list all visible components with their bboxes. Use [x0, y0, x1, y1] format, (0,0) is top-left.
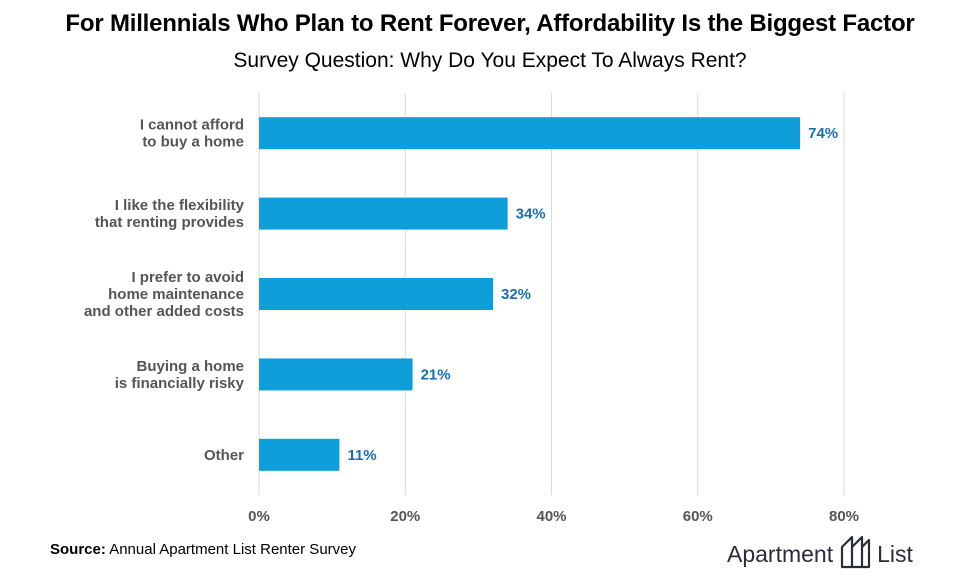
- data-label: 11%: [347, 447, 376, 464]
- bar: [259, 117, 801, 150]
- category-label: and other added costs: [84, 303, 244, 320]
- category-label: that renting provides: [95, 214, 244, 231]
- source-label: Source:: [50, 541, 106, 558]
- data-label: 74%: [808, 125, 838, 142]
- data-label: 21%: [421, 366, 451, 383]
- category-label: is financially risky: [115, 375, 245, 392]
- data-label: 32%: [501, 286, 531, 303]
- logo-word-list: List: [877, 541, 913, 567]
- category-label: I like the flexibility: [115, 197, 245, 214]
- chart-title: For Millennials Who Plan to Rent Forever…: [65, 10, 915, 37]
- chart-subtitle: Survey Question: Why Do You Expect To Al…: [233, 49, 747, 72]
- category-label: I prefer to avoid: [131, 269, 244, 286]
- data-label: 34%: [516, 206, 546, 223]
- bar: [259, 358, 413, 391]
- category-label: home maintenance: [108, 286, 244, 303]
- source-text: Annual Apartment List Renter Survey: [105, 541, 356, 558]
- bar: [259, 278, 493, 310]
- category-label: I cannot afford: [140, 117, 244, 134]
- apartment-list-logo-icon: [839, 535, 871, 574]
- category-label: Buying a home: [136, 358, 244, 375]
- source-note: Source: Annual Apartment List Renter Sur…: [50, 541, 356, 558]
- logo-word-apartment: Apartment: [727, 541, 834, 567]
- x-tick-label: 80%: [829, 508, 859, 525]
- x-tick-label: 0%: [248, 508, 270, 525]
- category-label: to buy a home: [142, 134, 244, 151]
- x-tick-label: 60%: [683, 508, 713, 525]
- x-tick-label: 20%: [390, 508, 420, 525]
- apartment-list-logo: Apartment List: [727, 535, 913, 574]
- bar: [259, 197, 508, 230]
- category-label: Other: [204, 447, 244, 464]
- bar: [259, 438, 340, 471]
- x-tick-label: 40%: [536, 508, 566, 525]
